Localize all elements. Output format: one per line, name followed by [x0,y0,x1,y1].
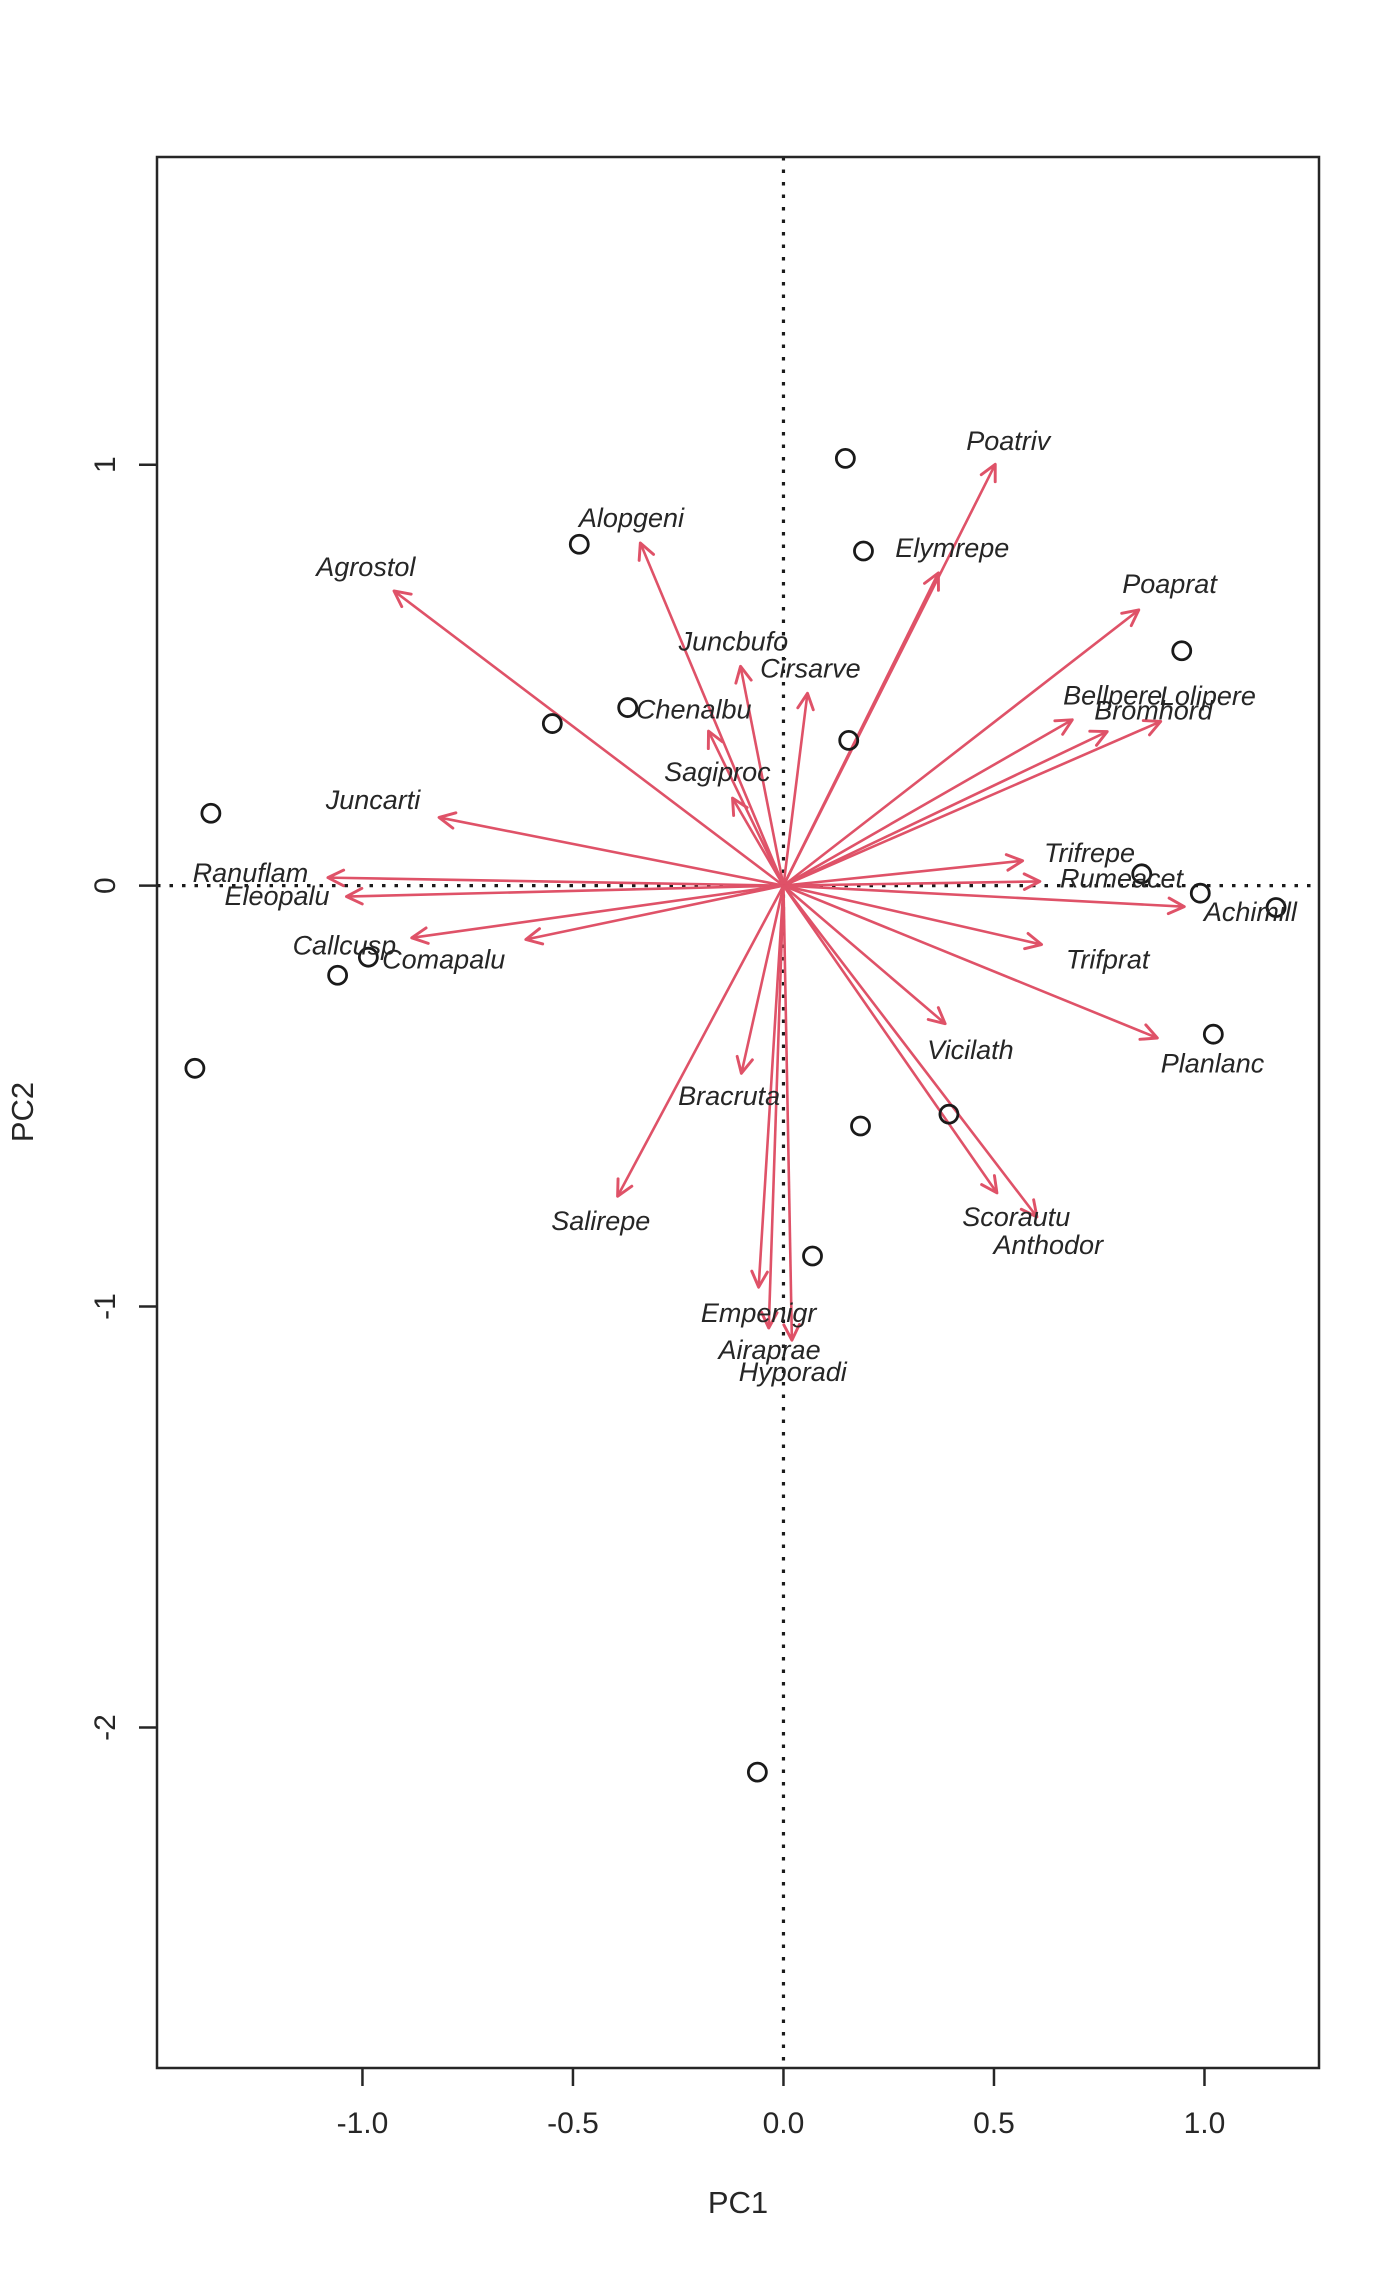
species-labels: PoatrivElymrepePoapratBellpereLolipereBr… [193,426,1298,1387]
site-point [617,697,639,718]
species-label-comapalu: Comapalu [382,944,505,974]
site-point [568,533,590,555]
species-arrow-achimill [783,884,1186,916]
zero-reference-lines [157,157,1319,2068]
species-label-elymrepe: Elymrepe [895,533,1009,563]
plot-frame [155,155,1321,2070]
species-arrow-alopgeni [637,541,785,887]
x-tick-label: 0.5 [973,2107,1015,2140]
species-label-scorautu: Scorautu [962,1202,1070,1232]
species-label-juncbufo: Juncbufo [678,626,789,656]
species-label-trifrepe: Trifrepe [1044,838,1135,868]
species-arrow-rumeacet [783,872,1042,891]
species-label-empenigr: Empenigr [701,1298,818,1328]
species-arrow-callcusp [410,884,784,945]
species-arrow-agrostol [392,589,785,887]
site-point [838,730,860,751]
species-label-chenalbu: Chenalbu [636,694,752,724]
site-point [1189,882,1211,904]
species-arrow-salirepe [616,885,785,1198]
species-label-callcusp: Callcusp [293,930,397,960]
site-point [834,447,856,469]
species-arrow-planlanc [782,884,1159,1041]
species-label-eleopalu: Eleopalu [224,881,329,911]
species-label-cirsarve: Cirsarve [760,653,861,683]
species-arrow-trifrepe [783,853,1025,887]
species-arrow-bellpere [782,718,1074,887]
site-point [357,946,379,968]
species-arrow-elymrepe [782,571,940,887]
species-arrow-empenigr [750,885,785,1289]
species-arrow-bromhord [782,729,1109,887]
site-point [746,1761,768,1783]
species-label-bracruta: Bracruta [678,1081,780,1111]
site-point [802,1245,823,1267]
site-point [853,540,874,562]
species-label-alopgeni: Alopgeni [577,503,685,533]
species-label-poatriv: Poatriv [966,426,1052,456]
species-label-bellpere: Bellpere [1063,680,1162,710]
species-arrow-lolipere [782,719,1163,887]
species-arrows [326,462,1186,1342]
species-label-salirepe: Salirepe [551,1206,650,1236]
species-label-vicilath: Vicilath [927,1035,1014,1065]
species-arrow-eleopalu [344,884,784,906]
species-label-lolipere: Lolipere [1160,681,1256,711]
species-arrow-sagiproc [731,796,785,887]
species-label-agrostol: Agrostol [314,552,416,582]
species-label-hyporadi: Hyporadi [739,1357,848,1387]
y-tick-label: 1 [89,456,122,473]
x-tick-label: 1.0 [1184,2107,1226,2140]
species-label-poaprat: Poaprat [1122,569,1218,599]
species-arrow-chenalbu [706,729,785,887]
species-label-bromhord: Bromhord [1094,696,1214,726]
x-tick-label: -1.0 [337,2107,389,2140]
species-arrow-airaprae [759,885,785,1330]
species-label-airaprae: Airaprae [717,1335,821,1365]
site-points [184,447,1287,1783]
y-tick-label: -1 [89,1293,122,1320]
species-arrow-trifprat [783,884,1044,951]
species-label-sagiproc: Sagiproc [664,757,771,787]
species-arrow-bracruta [735,885,785,1075]
species-label-ranuflam: Ranuflam [193,858,309,888]
y-axis-title: PC2 [5,1082,40,1142]
axes: -1.0 -0.5 0.0 0.5 1.0 1 0 -1 -2 [89,155,1321,2140]
species-arrow-poaprat [782,608,1141,887]
y-tick-label: -2 [89,1714,122,1741]
site-point [184,1057,206,1079]
species-label-planlanc: Planlanc [1161,1048,1265,1078]
species-arrow-hyporadi [782,885,801,1342]
species-label-trifprat: Trifprat [1066,945,1151,975]
species-label-anthodor: Anthodor [991,1230,1104,1260]
species-label-juncarti: Juncarti [325,785,422,815]
site-point [938,1103,960,1125]
species-arrow-anthodor [782,884,1039,1219]
species-label-achimill: Achimill [1202,897,1298,927]
y-tick-label: 0 [89,877,122,894]
site-point [1265,897,1287,918]
site-point [200,802,222,824]
x-tick-label: -0.5 [547,2107,599,2140]
species-arrow-juncarti [437,811,784,887]
site-point [1202,1023,1224,1045]
x-tick-label: 0.0 [763,2107,805,2140]
site-point [850,1115,871,1137]
x-axis-title: PC1 [708,2185,768,2220]
species-arrow-scorautu [782,884,999,1195]
site-point [541,713,563,734]
species-arrow-ranuflam [326,868,784,888]
site-point [1171,640,1193,662]
species-arrow-comapalu [524,884,784,946]
species-arrow-vicilath [782,884,947,1026]
site-point [1131,863,1153,885]
species-label-rumeacet: Rumeacet [1060,863,1185,893]
species-arrow-cirsarve [782,691,815,886]
site-point [327,964,349,986]
species-arrow-juncbufo [734,664,785,886]
